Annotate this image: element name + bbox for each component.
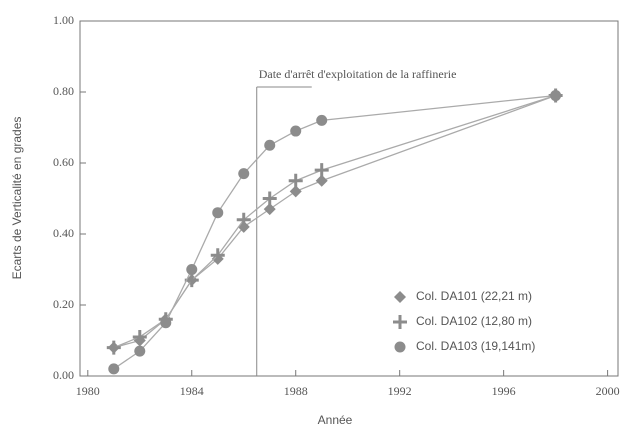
- marker-shape: [550, 90, 562, 102]
- marker: [108, 363, 120, 375]
- marker: [236, 212, 251, 227]
- y-tick-label: 1.00: [53, 13, 74, 27]
- marker-shape: [288, 173, 303, 188]
- y-axis-label: Ecarts de Verticalité en grades: [10, 117, 24, 280]
- series-line: [113, 94, 556, 370]
- marker-shape: [108, 363, 120, 375]
- marker-shape: [394, 341, 406, 353]
- marker: [290, 125, 302, 137]
- marker-shape: [262, 191, 277, 206]
- marker: [263, 203, 276, 216]
- x-tick-label: 1984: [180, 384, 204, 398]
- marker: [134, 345, 146, 357]
- marker-shape: [132, 329, 147, 344]
- marker-shape: [315, 174, 328, 187]
- marker-shape: [316, 114, 328, 126]
- marker: [264, 139, 276, 151]
- y-tick-label: 0.20: [53, 297, 74, 311]
- marker: [394, 291, 406, 303]
- marker: [316, 114, 328, 126]
- series-line: [113, 94, 556, 349]
- y-tick-label: 0.40: [53, 226, 74, 240]
- marker-shape: [210, 248, 225, 263]
- marker-shape: [289, 185, 302, 198]
- marker: [132, 329, 147, 344]
- legend-label: Col. DA101 (22,21 m): [416, 289, 532, 303]
- marker-shape: [264, 139, 276, 151]
- marker: [314, 163, 329, 178]
- marker-shape: [160, 317, 172, 329]
- marker-shape: [186, 264, 198, 275]
- marker-shape: [263, 203, 276, 216]
- marker: [212, 207, 224, 219]
- annotation-text: Date d'arrêt d'exploitation de la raffin…: [259, 67, 457, 81]
- marker: [262, 191, 277, 206]
- marker-shape: [238, 168, 250, 180]
- marker-shape: [394, 291, 406, 303]
- marker-shape: [134, 345, 146, 357]
- x-tick-label: 1988: [284, 384, 308, 398]
- marker: [315, 174, 328, 187]
- marker: [393, 315, 407, 329]
- marker-shape: [290, 125, 302, 137]
- marker: [288, 173, 303, 188]
- marker: [238, 168, 250, 180]
- legend-label: Col. DA102 (12,80 m): [416, 314, 532, 328]
- x-axis-label: Année: [318, 413, 353, 427]
- marker: [210, 248, 225, 263]
- y-tick-label: 0.80: [53, 84, 74, 98]
- x-tick-label: 1980: [76, 384, 100, 398]
- marker: [186, 264, 198, 275]
- x-tick-label: 1996: [492, 384, 516, 398]
- legend-label: Col. DA103 (19,141m): [416, 339, 535, 353]
- marker-shape: [314, 163, 329, 178]
- series-line: [113, 94, 556, 349]
- marker: [160, 317, 172, 329]
- marker-shape: [236, 212, 251, 227]
- marker: [106, 340, 121, 355]
- plot-frame: [79, 20, 619, 377]
- x-tick-label: 1992: [388, 384, 412, 398]
- x-tick-label: 2000: [596, 384, 620, 398]
- marker-shape: [106, 340, 121, 355]
- marker-shape: [393, 315, 407, 329]
- marker: [394, 341, 406, 353]
- y-tick-label: 0.00: [53, 368, 74, 382]
- marker: [289, 185, 302, 198]
- marker: [550, 90, 562, 102]
- y-tick-label: 0.60: [53, 155, 74, 169]
- marker-shape: [212, 207, 224, 219]
